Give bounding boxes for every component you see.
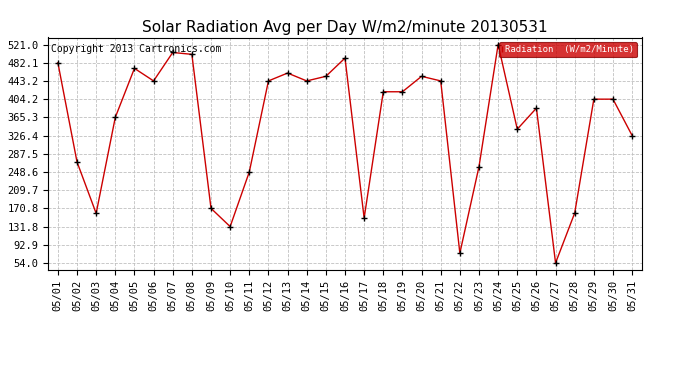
Legend: Radiation  (W/m2/Minute): Radiation (W/m2/Minute) bbox=[499, 42, 637, 57]
Text: Copyright 2013 Cartronics.com: Copyright 2013 Cartronics.com bbox=[51, 45, 221, 54]
Title: Solar Radiation Avg per Day W/m2/minute 20130531: Solar Radiation Avg per Day W/m2/minute … bbox=[142, 20, 548, 35]
